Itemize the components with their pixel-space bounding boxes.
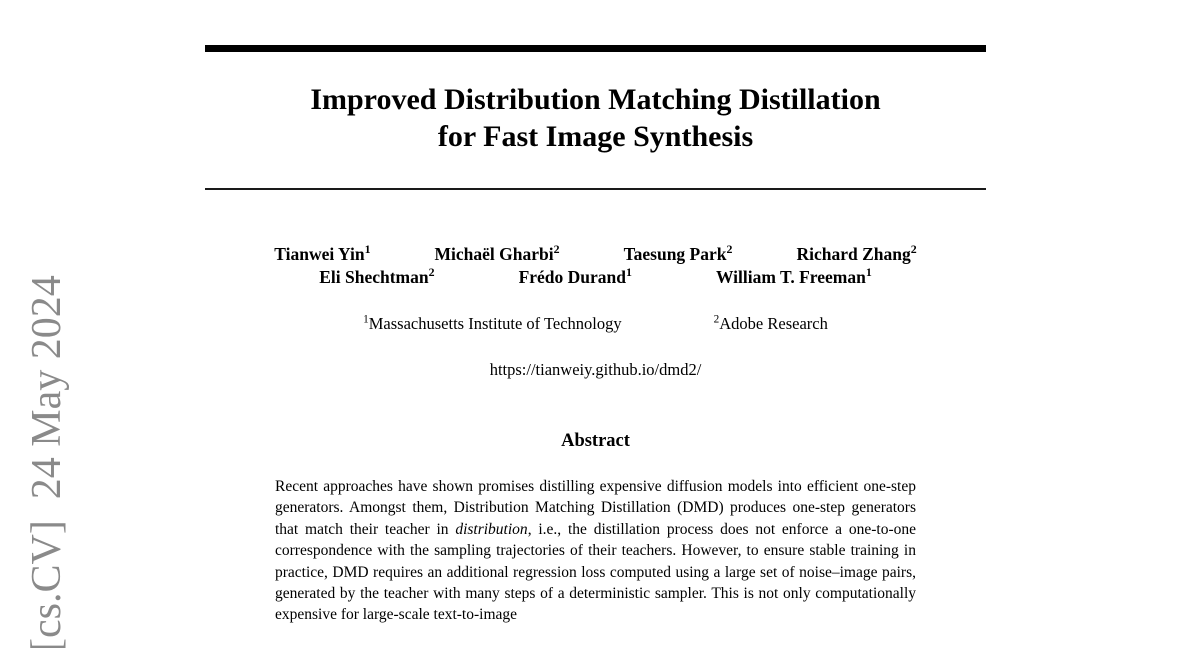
abstract-text-segment: Recent approaches have shown promises di… <box>275 478 916 538</box>
author-affil-sup: 1 <box>865 265 872 280</box>
abstract-heading: Abstract <box>561 431 630 451</box>
affiliation-block: 1Massachusetts Institute of Technology 2… <box>205 313 986 334</box>
author: Michaël Gharbi2 <box>435 243 560 266</box>
author-name: Eli Shechtman <box>319 267 429 287</box>
affiliation: 1Massachusetts Institute of Technology <box>363 313 621 334</box>
affiliation: 2Adobe Research <box>714 313 828 334</box>
affiliation-sup: 2 <box>713 313 720 326</box>
affiliation-name: Massachusetts Institute of Technology <box>368 314 622 333</box>
project-url-link[interactable]: https://tianweiy.github.io/dmd2/ <box>489 360 702 379</box>
abstract-paragraph: Recent approaches have shown promises di… <box>275 476 916 626</box>
top-rule <box>205 45 986 52</box>
author-affil-sup: 2 <box>726 242 733 257</box>
author-row-1: Tianwei Yin1 Michaël Gharbi2 Taesung Par… <box>205 243 986 266</box>
author: Tianwei Yin1 <box>274 243 370 266</box>
author: Richard Zhang2 <box>796 243 916 266</box>
author-name: Michaël Gharbi <box>434 244 554 264</box>
author-name: William T. Freeman <box>715 267 866 287</box>
author-affil-sup: 2 <box>553 242 560 257</box>
abstract-text-segment: , i.e., the distillation process does no… <box>275 520 917 624</box>
author-name: Tianwei Yin <box>274 244 365 264</box>
title-rule <box>205 188 986 190</box>
author-block: Tianwei Yin1 Michaël Gharbi2 Taesung Par… <box>205 243 986 289</box>
author-name: Taesung Park <box>623 244 727 264</box>
author: William T. Freeman1 <box>716 266 872 289</box>
affiliation-name: Adobe Research <box>719 314 828 333</box>
author-affil-sup: 2 <box>910 242 917 257</box>
author: Taesung Park2 <box>624 243 733 266</box>
author-affil-sup: 1 <box>626 265 632 280</box>
paper-title-line2: for Fast Image Synthesis <box>437 120 754 153</box>
article-column: Improved Distribution Matching Distillat… <box>205 0 986 626</box>
arxiv-watermark: [cs.CV] 24 May 2024 <box>24 275 70 648</box>
author: Frédo Durand1 <box>519 266 632 289</box>
author-row-2: Eli Shechtman2 Frédo Durand1 William T. … <box>205 266 986 289</box>
author-affil-sup: 2 <box>428 265 435 280</box>
author: Eli Shechtman2 <box>319 266 434 289</box>
author-affil-sup: 1 <box>364 242 371 257</box>
paper-title: Improved Distribution Matching Distillat… <box>205 81 986 155</box>
author-name: Richard Zhang <box>796 244 911 264</box>
abstract-text-segment-italic: distribution <box>455 520 528 538</box>
affiliation-sup: 1 <box>363 313 369 326</box>
author-name: Frédo Durand <box>518 267 626 287</box>
paper-title-line1: Improved Distribution Matching Distillat… <box>310 83 881 116</box>
